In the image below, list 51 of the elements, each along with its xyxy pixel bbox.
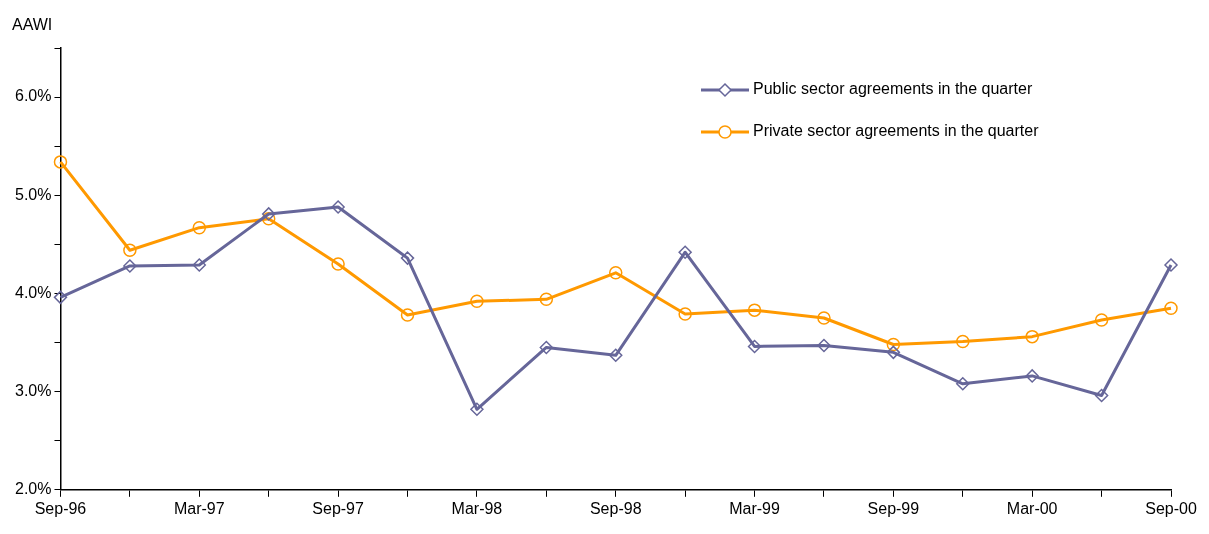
point [886, 337, 901, 352]
y-tick-label: 3.0% [15, 382, 52, 400]
point [470, 294, 484, 309]
point [123, 243, 137, 257]
point [817, 338, 831, 353]
point [1164, 258, 1178, 272]
point [886, 345, 901, 360]
point [331, 200, 345, 214]
y-axis-title: AAWI [12, 16, 53, 34]
point [192, 258, 207, 272]
point [956, 377, 970, 391]
y-tick-label: 5.0% [15, 185, 52, 203]
y-tick-label: 2.0% [15, 480, 52, 498]
y-tick-label: 6.0% [15, 87, 52, 105]
x-tick-label: Sep-99 [867, 499, 920, 517]
point [608, 266, 623, 280]
point [608, 348, 623, 363]
x-tick-label: Sep-98 [589, 499, 642, 517]
point [53, 155, 68, 169]
point [1094, 388, 1109, 403]
point [192, 220, 207, 235]
point [1025, 369, 1039, 383]
point [956, 334, 970, 349]
point [1025, 329, 1039, 344]
point [539, 292, 554, 307]
point [261, 207, 276, 221]
point [747, 339, 762, 354]
point [817, 311, 831, 325]
point [678, 307, 692, 321]
point [747, 303, 762, 317]
point [261, 212, 276, 226]
x-tick-label: Mar-97 [173, 499, 225, 517]
x-tick-label: Mar-99 [729, 499, 780, 517]
point [1164, 301, 1178, 315]
x-tick-label: Sep-96 [34, 499, 87, 517]
x-tick-label: Sep-97 [312, 499, 364, 517]
x-tick-label: Mar-98 [451, 499, 503, 517]
point [470, 402, 484, 417]
point [123, 259, 137, 273]
legend-label: Private sector agreements in the quarter [753, 122, 1040, 140]
point [1094, 313, 1109, 327]
point [539, 340, 554, 355]
point [331, 257, 345, 271]
legend-label: Public sector agreements in the quarter [753, 80, 1033, 98]
point [400, 308, 415, 322]
x-tick-label: Mar-00 [1006, 499, 1058, 517]
y-tick-label: 4.0% [15, 283, 52, 301]
x-tick-label: Sep-00 [1145, 499, 1197, 517]
point [53, 290, 68, 305]
point [678, 245, 692, 259]
point [400, 251, 415, 265]
